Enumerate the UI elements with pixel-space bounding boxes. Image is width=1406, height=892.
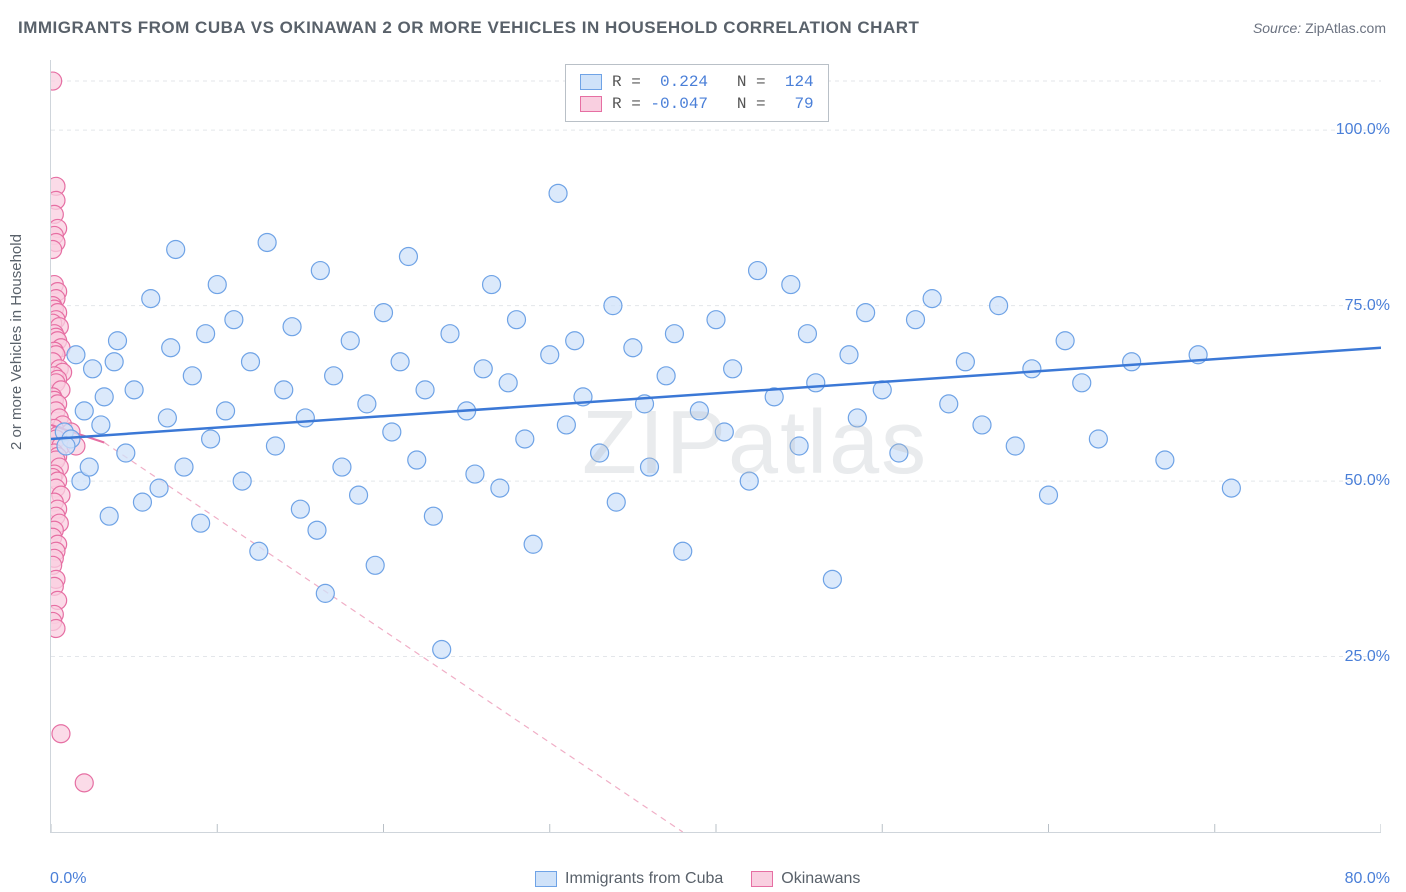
legend-item: Immigrants from Cuba <box>535 870 723 888</box>
x-tick-label: 0.0% <box>50 870 86 888</box>
legend-stats: R = 0.224 N = 124 <box>612 71 814 93</box>
source-attribution: Source: ZipAtlas.com <box>1253 20 1386 36</box>
legend-label: Okinawans <box>781 870 860 888</box>
y-tick-label: 50.0% <box>1345 472 1390 490</box>
y-axis-label: 2 or more Vehicles in Household <box>8 234 25 450</box>
source-value: ZipAtlas.com <box>1305 20 1386 36</box>
x-tick-label: 80.0% <box>1345 870 1390 888</box>
y-tick-label: 25.0% <box>1345 648 1390 666</box>
legend-row: R = -0.047 N = 79 <box>580 93 814 115</box>
source-label: Source: <box>1253 20 1301 36</box>
legend-swatch <box>580 74 602 90</box>
legend-swatch <box>751 871 773 887</box>
y-tick-label: 75.0% <box>1345 297 1390 315</box>
legend-stats: R = -0.047 N = 79 <box>612 93 814 115</box>
series-legend: Immigrants from Cuba Okinawans <box>535 870 860 888</box>
y-tick-label: 100.0% <box>1336 121 1390 139</box>
legend-swatch <box>535 871 557 887</box>
correlation-legend-box: R = 0.224 N = 124R = -0.047 N = 79 <box>565 64 829 122</box>
chart-title: IMMIGRANTS FROM CUBA VS OKINAWAN 2 OR MO… <box>18 18 919 38</box>
legend-label: Immigrants from Cuba <box>565 870 723 888</box>
scatter-plot <box>50 60 1381 833</box>
legend-row: R = 0.224 N = 124 <box>580 71 814 93</box>
legend-swatch <box>580 96 602 112</box>
legend-item: Okinawans <box>751 870 860 888</box>
